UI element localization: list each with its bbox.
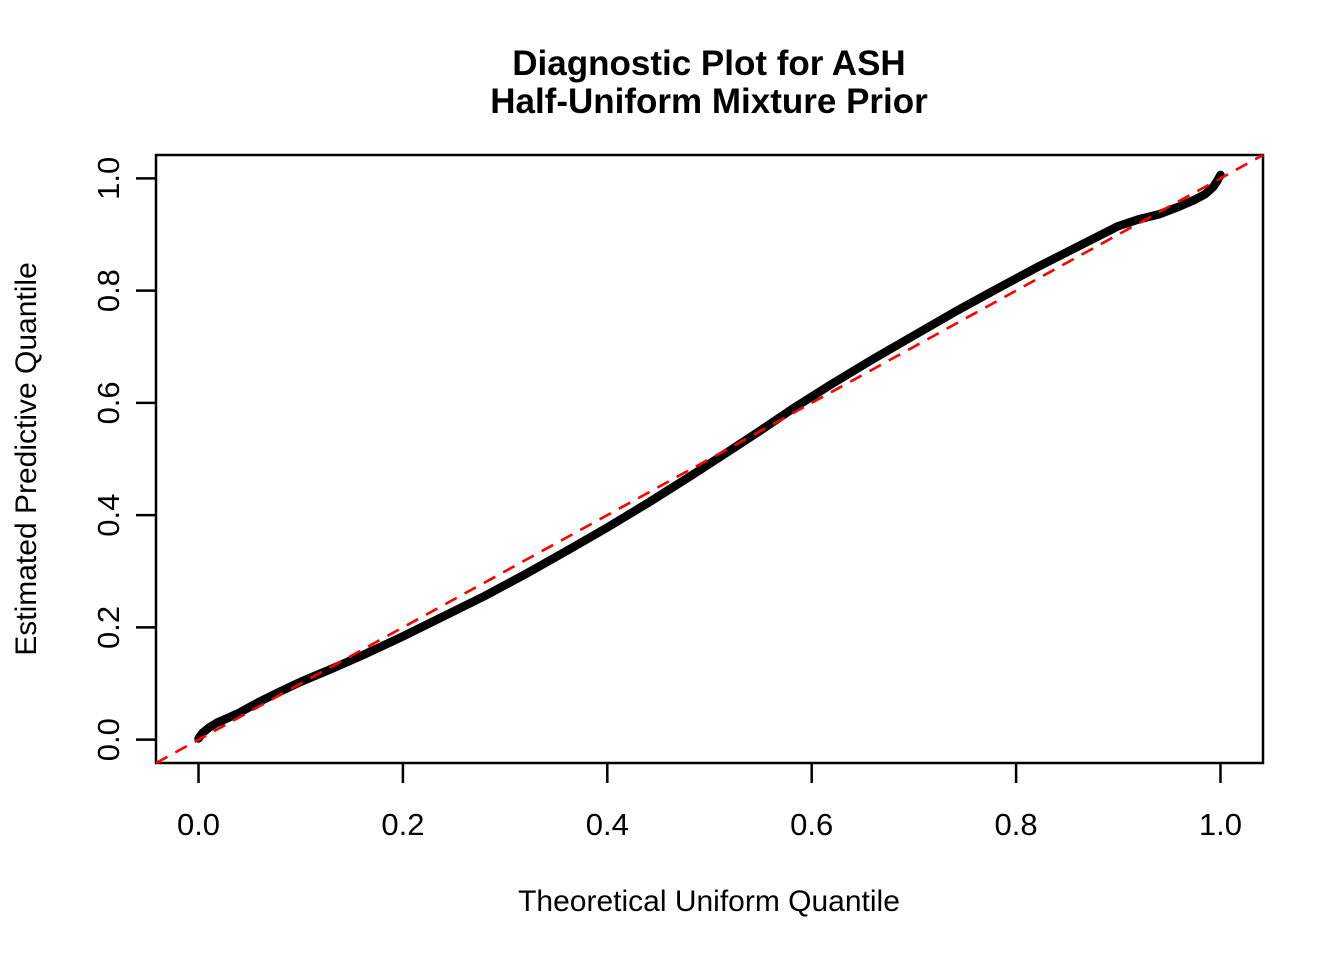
y-axis-label: Estimated Predictive Quantile	[10, 262, 43, 656]
y-tick-label: 0.8	[91, 269, 126, 312]
plot-area: 0.0 0.2 0.4 0.6 0.8 1.0 0.0 0.2 0.4 0.6 0.8 1.0	[91, 153, 1265, 842]
plot-title-line1: Diagnostic Plot for ASH	[512, 44, 905, 83]
x-tick-label: 0.4	[586, 807, 629, 842]
plot-title-line2: Half-Uniform Mixture Prior	[490, 82, 928, 121]
x-tick-label: 0.8	[995, 807, 1038, 842]
y-tick-label: 0.6	[91, 381, 126, 424]
y-tick-label: 0.0	[91, 718, 126, 761]
x-tick-label: 0.6	[790, 807, 833, 842]
y-tick-label: 0.2	[91, 606, 126, 649]
x-tick-label: 0.0	[177, 807, 220, 842]
x-tick-label: 0.2	[381, 807, 424, 842]
x-tick-label: 1.0	[1199, 807, 1242, 842]
y-tick-label: 1.0	[91, 157, 126, 200]
qq-points	[194, 170, 1225, 743]
plot-box	[154, 153, 1265, 765]
identity-reference-line	[155, 153, 1264, 765]
x-axis-label: Theoretical Uniform Quantile	[518, 885, 900, 918]
y-tick-label: 0.4	[91, 494, 126, 537]
